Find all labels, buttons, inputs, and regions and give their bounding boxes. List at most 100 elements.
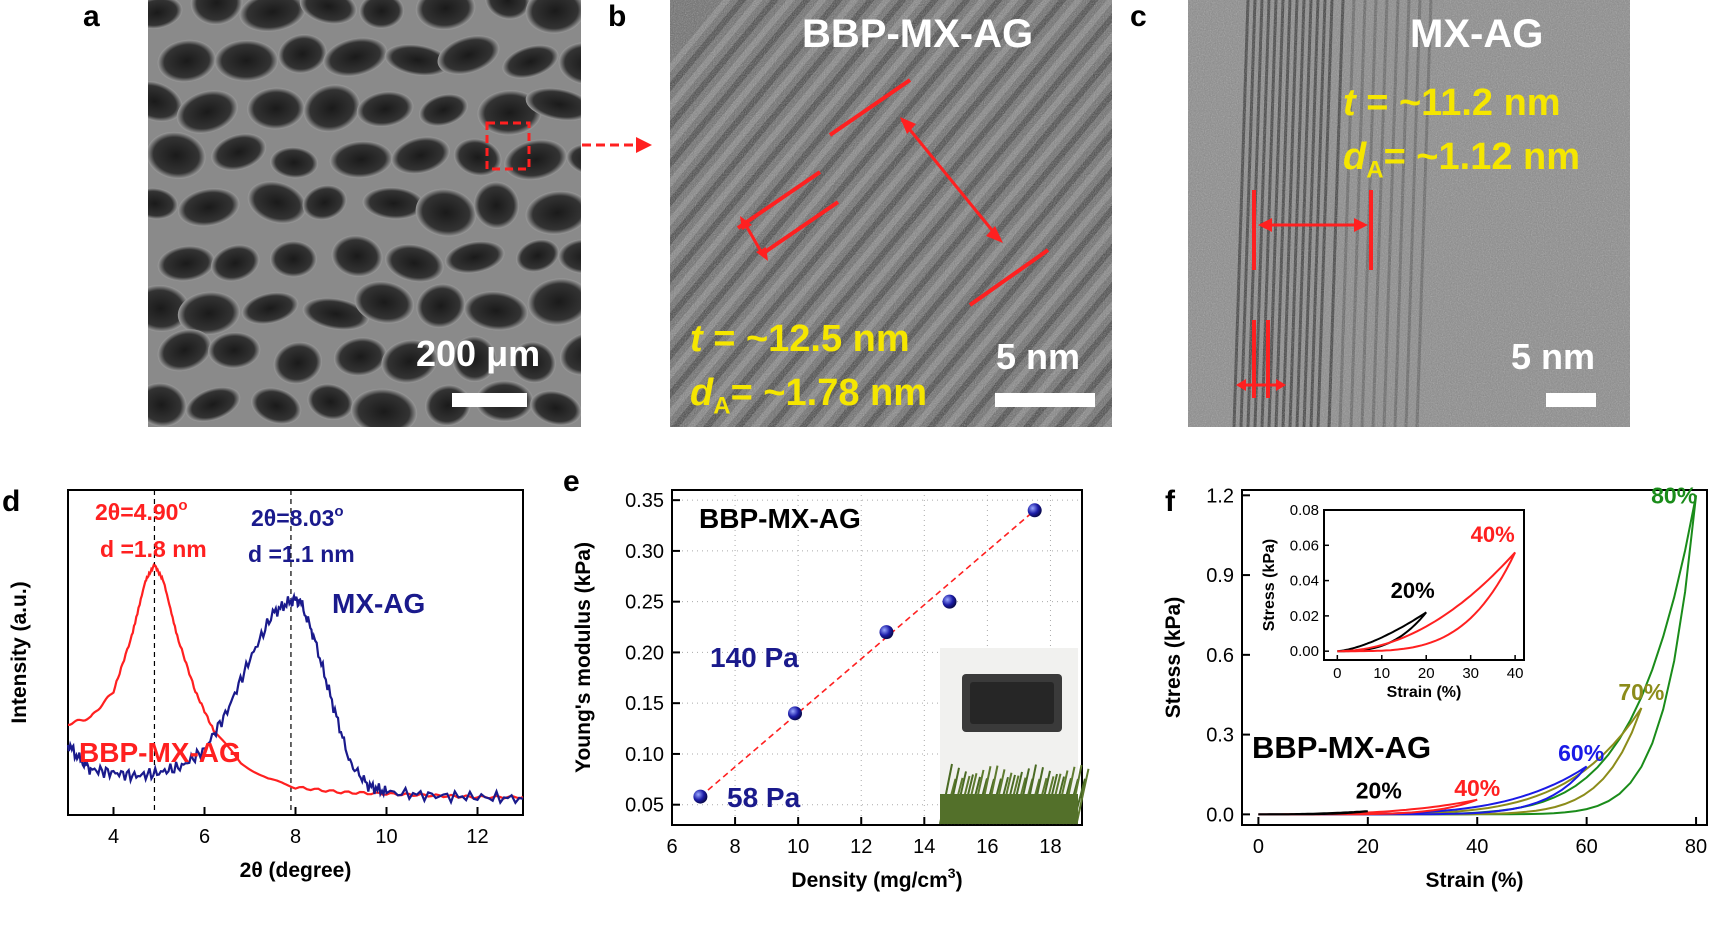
data-point xyxy=(788,706,802,721)
series-label-bbp-mx-ag: BBP-MX-AG xyxy=(79,737,241,768)
y-tick-label: 1.2 xyxy=(1206,485,1234,507)
panel-label-f: f xyxy=(1165,485,1175,518)
scale-bar-b xyxy=(995,393,1095,407)
peak-annotation-red: 2θ=4.90o xyxy=(95,497,188,525)
chart-f-title: BBP-MX-AG xyxy=(1252,730,1431,765)
spacing-annotation-red: d =1.8 nm xyxy=(100,536,207,562)
x-tick-label: 6 xyxy=(199,826,210,848)
tem-image-b: BBP-MX-AG t = ~12.5 nm dA= ~1.78 nm 5 nm xyxy=(670,0,1112,427)
x-tick-label: 16 xyxy=(976,836,998,858)
y-tick-label: 0.35 xyxy=(625,490,664,512)
y-axis-label: Young's modulus (kPa) xyxy=(572,542,595,773)
loop-label-70%: 70% xyxy=(1618,679,1664,705)
inset-x-tick-label: 0 xyxy=(1333,665,1341,682)
aerogel-face xyxy=(970,682,1054,724)
chart-e-title: BBP-MX-AG xyxy=(699,503,861,534)
stress-strain-chart: 0 20 40 60 80 0.0 0.3 0.6 0.9 1.2 Strain (%) Stress… xyxy=(1162,482,1708,892)
y-tick-label: 0.10 xyxy=(625,744,664,766)
data-point xyxy=(942,594,957,609)
inset-y-tick-label: 0.02 xyxy=(1290,608,1319,625)
inset-y-tick-label: 0.04 xyxy=(1290,573,1319,590)
y-tick-label: 0.3 xyxy=(1206,725,1234,747)
panel-label-b: b xyxy=(608,0,627,33)
x-axis-label-end: ) xyxy=(956,869,963,892)
inset-label-20: 20% xyxy=(1391,578,1435,603)
x-axis-label: Strain (%) xyxy=(1425,869,1523,892)
xrd-series-MX-AG xyxy=(66,591,524,806)
x-tick-label: 6 xyxy=(666,836,677,858)
plot-frame xyxy=(671,489,1083,826)
tem-b-thickness: t = ~12.5 nm xyxy=(690,318,910,360)
scale-bar-label-b: 5 nm xyxy=(996,336,1081,377)
y-tick-label: 0.9 xyxy=(1206,565,1234,587)
x-tick-label: 8 xyxy=(290,826,301,848)
panel-label-a: a xyxy=(83,0,100,33)
x-tick-label: 10 xyxy=(787,836,809,858)
x-tick-label: 4 xyxy=(108,826,119,848)
sem-image: 200 μm xyxy=(148,0,581,427)
inset-x-axis-label: Strain (%) xyxy=(1387,684,1462,701)
x-tick-label: 14 xyxy=(913,836,935,858)
xrd-chart: 4 6 8 10 12 2θ (degree) Intensity (a.u.) 2θ=4.9… xyxy=(8,489,524,882)
loop-label-80%: 80% xyxy=(1651,482,1697,508)
y-tick-label: 0.20 xyxy=(625,642,664,664)
y-tick-label: 0.6 xyxy=(1206,645,1234,667)
x-tick-label: 12 xyxy=(466,826,488,848)
loop-20% xyxy=(1258,810,1368,816)
annotation-58pa: 58 Pa xyxy=(727,782,801,813)
inset-loop-40% xyxy=(1337,551,1516,653)
tem-image-c: MX-AG t = ~11.2 nm dA= ~1.12 nm 5 nm xyxy=(1188,0,1630,427)
inset-label-40: 40% xyxy=(1471,522,1515,547)
scale-bar-c xyxy=(1546,393,1596,407)
x-tick-label: 20 xyxy=(1357,836,1379,858)
spacing-annotation-blue: d =1.1 nm xyxy=(248,541,355,567)
inset-x-tick-label: 20 xyxy=(1418,665,1435,682)
modulus-chart: 6 8 10 12 14 16 18 0.05 0.10 0.15 0.20 0.25 0.30 0.35… xyxy=(572,489,1090,892)
grass-blade xyxy=(1075,768,1090,825)
x-tick-label: 80 xyxy=(1685,836,1707,858)
y-tick-label: 0.30 xyxy=(625,541,664,563)
x-axis-unit-superscript: 3 xyxy=(948,865,956,881)
x-axis-label: Density (mg/cm3) xyxy=(791,865,962,892)
tem-c-title: MX-AG xyxy=(1410,12,1544,56)
loop-label-20%: 20% xyxy=(1356,777,1402,803)
scale-bar-label-c: 5 nm xyxy=(1511,336,1596,377)
fit-line xyxy=(699,509,1036,798)
xrd-series-BBP-MX-AG xyxy=(67,562,524,800)
panel-label-e: e xyxy=(563,465,580,498)
x-tick-label: 40 xyxy=(1466,836,1488,858)
x-tick-label: 60 xyxy=(1576,836,1598,858)
tem-b-spacing: dA= ~1.78 nm xyxy=(690,372,928,420)
x-tick-label: 0 xyxy=(1253,836,1264,858)
inset-x-tick-label: 10 xyxy=(1373,665,1390,682)
data-point xyxy=(693,789,708,804)
y-tick-label: 0.0 xyxy=(1206,804,1234,826)
y-axis-label: Stress (kPa) xyxy=(1162,597,1185,718)
scale-bar-label-a: 200 μm xyxy=(416,333,541,374)
zoom-box xyxy=(485,121,531,171)
inset-y-tick-label: 0.00 xyxy=(1290,643,1319,660)
y-tick-label: 0.25 xyxy=(625,592,664,614)
x-tick-label: 18 xyxy=(1039,836,1061,858)
tem-c-thickness: t = ~11.2 nm xyxy=(1343,82,1561,124)
sem-foam-texture xyxy=(148,0,581,427)
x-tick-label: 12 xyxy=(850,836,872,858)
x-axis-label: 2θ (degree) xyxy=(240,859,352,882)
grass-base xyxy=(940,794,1078,824)
inset-frame xyxy=(1323,509,1525,661)
zoom-arrow xyxy=(582,137,652,153)
loop-label-40%: 40% xyxy=(1454,775,1500,801)
inset-y-axis-label: Stress (kPa) xyxy=(1261,539,1278,632)
data-point xyxy=(879,625,894,640)
inset-x-tick-label: 40 xyxy=(1507,665,1524,682)
scale-bar-a xyxy=(452,393,527,407)
annotation-140pa: 140 Pa xyxy=(710,642,799,673)
x-tick-label: 10 xyxy=(375,826,397,848)
y-tick-label: 0.05 xyxy=(625,795,664,817)
inset-y-tick-label: 0.08 xyxy=(1290,502,1319,519)
degree-symbol: o xyxy=(178,497,187,514)
inset-x-tick-label: 30 xyxy=(1462,665,1479,682)
data-point xyxy=(1027,503,1042,518)
degree-symbol: o xyxy=(334,503,343,520)
loop-label-60%: 60% xyxy=(1558,740,1604,766)
